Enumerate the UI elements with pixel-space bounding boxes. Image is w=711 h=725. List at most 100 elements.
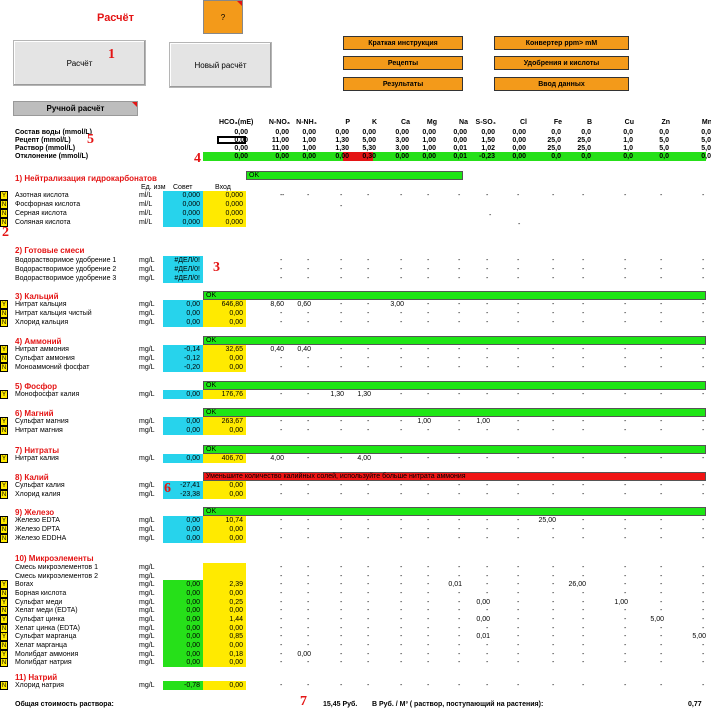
row-input[interactable]: 0,00 (229, 642, 243, 649)
toggle-n[interactable]: N (0, 354, 8, 363)
toggle-n[interactable]: N (0, 641, 8, 650)
empty-cell: - (486, 355, 489, 362)
row-input[interactable]: 0,00 (229, 526, 243, 533)
toggle-n[interactable]: N (0, 658, 8, 667)
row-input[interactable]: 0,00 (229, 364, 243, 371)
row-input[interactable]: 0,00 (229, 625, 243, 632)
empty-cell: - (702, 616, 705, 623)
recipes-button[interactable]: Рецепты (343, 56, 463, 70)
short-guide-button[interactable]: Краткая инструкция (343, 36, 463, 50)
toggle-y[interactable]: Y (0, 417, 8, 426)
row-input[interactable]: 0,00 (229, 607, 243, 614)
column-header[interactable]: Cu (624, 119, 634, 126)
column-header[interactable]: Mg (426, 119, 437, 126)
calc-button[interactable]: Расчёт (13, 40, 146, 86)
row-input[interactable]: 0,00 (229, 427, 243, 434)
column-header[interactable]: N-NO₃ (268, 119, 290, 126)
toggle-y[interactable]: Y (0, 345, 8, 354)
toggle-n[interactable]: N (0, 363, 8, 372)
column-header[interactable]: Zn (661, 119, 670, 126)
toggle-n[interactable]: N (0, 606, 8, 615)
row-input[interactable]: 406,70 (221, 455, 243, 462)
empty-cell: - (552, 526, 555, 533)
toggle-n[interactable]: N (0, 589, 8, 598)
toggle-n[interactable]: N (0, 218, 8, 227)
row-input[interactable]: 0,00 (229, 310, 243, 317)
row-input[interactable]: 32,65 (225, 346, 243, 353)
new-calc-button[interactable]: Новый расчёт (169, 42, 272, 88)
row-input[interactable]: 0,00 (229, 682, 243, 689)
empty-cell: - (340, 590, 343, 597)
empty-cell: - (552, 364, 555, 371)
toggle-n[interactable]: N (0, 200, 8, 209)
input-column-bg (203, 191, 246, 227)
toggle-n[interactable]: N (0, 318, 8, 327)
row-input[interactable]: 0,18 (229, 651, 243, 658)
row-input[interactable]: 0,25 (229, 599, 243, 606)
toggle-y[interactable]: Y (0, 516, 8, 525)
row-input[interactable]: 10,74 (225, 517, 243, 524)
results-button[interactable]: Результаты (343, 77, 463, 91)
row-input[interactable]: 2,39 (229, 581, 243, 588)
row-input[interactable]: 0,000 (225, 219, 243, 226)
empty-cell: - (458, 651, 461, 658)
empty-cell: - (458, 590, 461, 597)
row-input[interactable]: 0,000 (225, 192, 243, 199)
toggle-n[interactable]: N (0, 681, 8, 690)
toggle-y[interactable]: Y (0, 580, 8, 589)
empty-cell: - (307, 642, 310, 649)
toggle-n[interactable]: N (0, 490, 8, 499)
toggle-y[interactable]: Y (0, 615, 8, 624)
summary-value: 0,00 (234, 129, 248, 136)
column-header[interactable]: Cl (520, 119, 527, 126)
data-input-button[interactable]: Ввод данных (494, 77, 629, 91)
column-header[interactable]: S-SO₄ (475, 119, 496, 126)
input-header: Вход (215, 184, 231, 191)
toggle-y[interactable]: Y (0, 300, 8, 309)
column-header[interactable]: Fe (553, 119, 562, 126)
row-input[interactable]: 0,00 (229, 491, 243, 498)
toggle-n[interactable]: N (0, 209, 8, 218)
toggle-y[interactable]: Y (0, 390, 8, 399)
row-input[interactable]: 0,000 (225, 201, 243, 208)
toggle-y[interactable]: Y (0, 481, 8, 490)
row-input[interactable]: 0,00 (229, 482, 243, 489)
row-input[interactable]: 176,76 (221, 391, 243, 398)
summary-value: 0,00 (335, 153, 349, 160)
converter-button[interactable]: Конвертер ppm> mM (494, 36, 629, 50)
empty-cell: - (307, 192, 310, 199)
help-button[interactable]: ? (203, 0, 243, 34)
column-header[interactable]: HCO₃(mE) (219, 119, 254, 126)
row-input[interactable]: 0,85 (229, 633, 243, 640)
row-input[interactable]: 0,00 (229, 319, 243, 326)
column-header[interactable]: K (371, 119, 377, 126)
row-input[interactable]: 0,00 (229, 659, 243, 666)
column-header[interactable]: B (586, 119, 592, 126)
row-input[interactable]: 0,00 (229, 590, 243, 597)
row-input[interactable]: 646,80 (221, 301, 243, 308)
selected-cell-outline[interactable] (217, 136, 246, 144)
toggle-y[interactable]: Y (0, 632, 8, 641)
toggle-y[interactable]: Y (0, 191, 8, 200)
row-input[interactable]: 0,00 (229, 355, 243, 362)
toggle-n[interactable]: N (0, 309, 8, 318)
empty-cell: - (340, 535, 343, 542)
row-input[interactable]: 263,67 (221, 418, 243, 425)
toggle-n[interactable]: N (0, 525, 8, 534)
toggle-y[interactable]: Y (0, 454, 8, 463)
column-header[interactable]: Ca (401, 119, 410, 126)
toggle-n[interactable]: N (0, 426, 8, 435)
column-header[interactable]: N-NH₄ (296, 119, 317, 126)
empty-cell: - (552, 581, 555, 588)
row-input[interactable]: 0,00 (229, 535, 243, 542)
column-header[interactable]: Mn (701, 119, 711, 126)
row-input[interactable]: 1,44 (229, 616, 243, 623)
fertilizers-button[interactable]: Удобрения и кислоты (494, 56, 629, 70)
column-header[interactable]: Na (459, 119, 468, 126)
empty-cell: - (280, 616, 283, 623)
empty-cell: - (624, 364, 627, 371)
toggle-n[interactable]: N (0, 534, 8, 543)
manual-calc-button[interactable]: Ручной расчёт (13, 101, 138, 116)
row-input[interactable]: 0,000 (225, 210, 243, 217)
column-header[interactable]: P (345, 119, 350, 126)
